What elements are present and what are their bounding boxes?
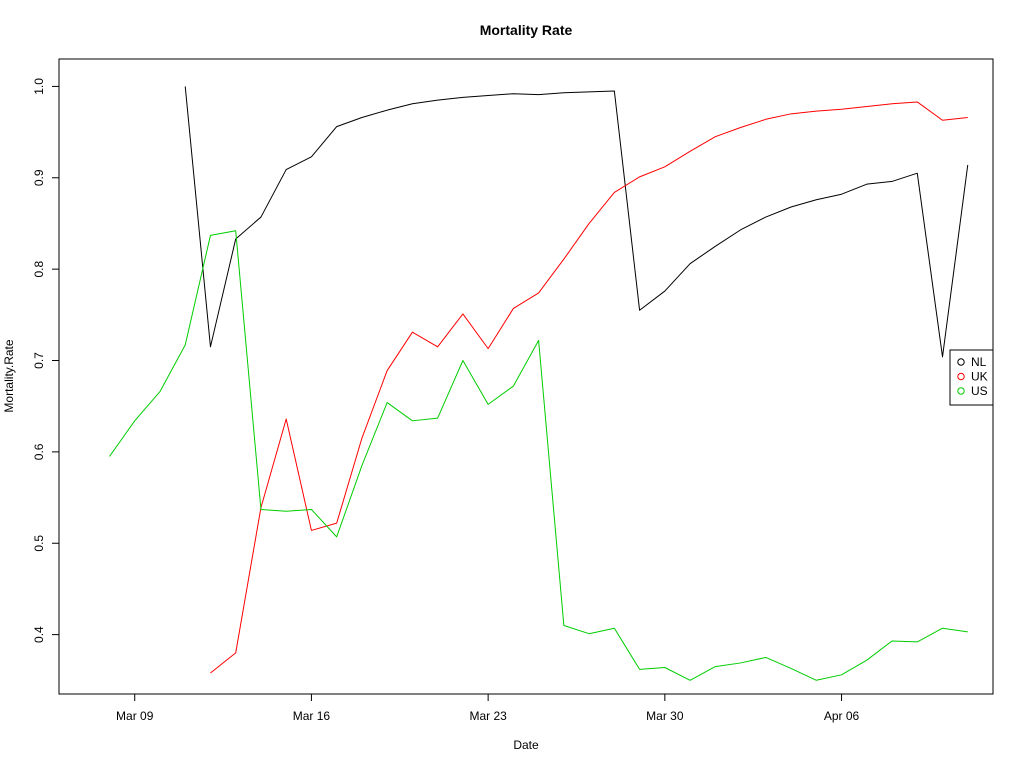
y-tick-label: 0.8 [32,260,46,277]
legend-box [949,349,994,406]
x-tick-label: Mar 16 [293,709,331,723]
legend-marker-uk [957,372,965,381]
y-axis: 0.4 0.5 0.6 0.7 0.8 0.9 1.0 [32,78,59,643]
y-tick-label: 0.9 [32,169,46,186]
legend-label-nl: NL [971,355,987,369]
y-tick-label: 1.0 [32,78,46,95]
series-layer [109,86,969,681]
x-tick-label: Mar 09 [116,709,154,723]
x-tick-label: Mar 30 [646,709,684,723]
y-tick-label: 0.6 [32,443,46,460]
legend-label-uk: UK [971,370,988,384]
y-tick-label: 0.7 [32,352,46,369]
x-axis: Mar 09 Mar 16 Mar 23 Mar 30 Apr 06 [116,694,860,723]
series-line-nl [184,86,969,358]
legend-marker-us [957,387,965,395]
y-axis-label: Mortality.Rate [2,339,16,412]
x-tick-label: Apr 06 [824,709,860,723]
legend-label-us: US [971,384,988,398]
x-tick-label: Mar 23 [469,709,507,723]
y-tick-label: 0.4 [32,626,46,643]
legend-marker-nl [957,358,965,366]
series-line-uk [210,101,968,674]
series-line-us [109,230,968,681]
x-axis-label: Date [513,738,539,752]
chart-title: Mortality Rate [480,22,573,38]
y-tick-label: 0.5 [32,535,46,552]
plot-frame [58,58,994,695]
